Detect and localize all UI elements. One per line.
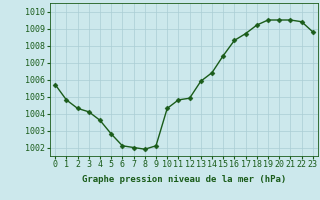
X-axis label: Graphe pression niveau de la mer (hPa): Graphe pression niveau de la mer (hPa) xyxy=(82,175,286,184)
